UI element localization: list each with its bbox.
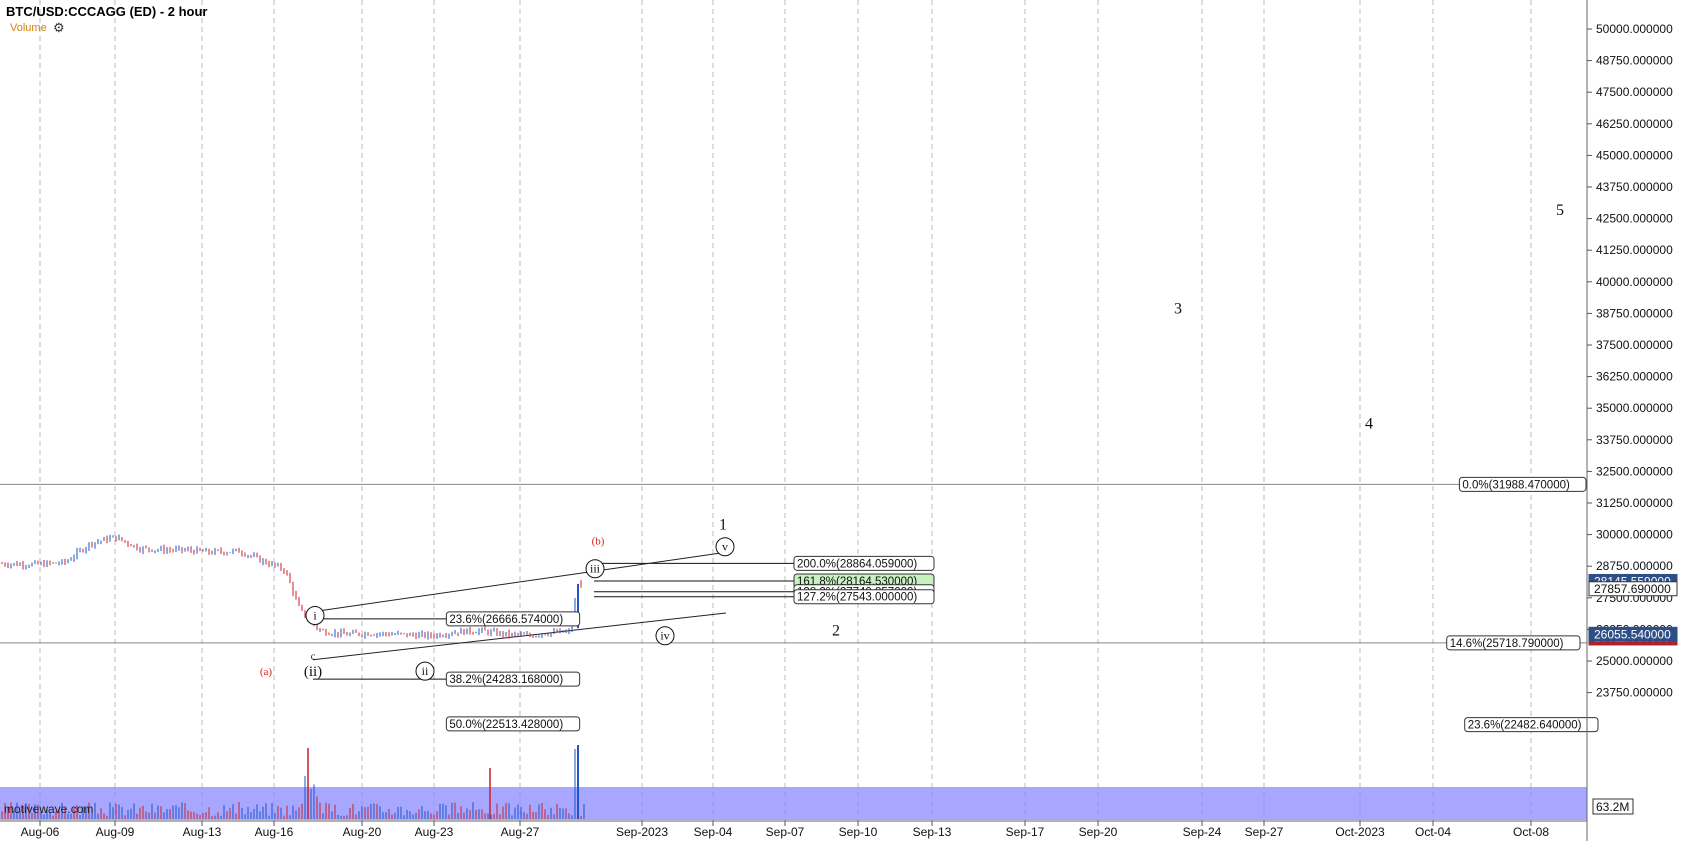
wave-label: 3 [1174, 300, 1182, 317]
wave-label: 4 [1365, 415, 1373, 432]
volume-band [0, 787, 1587, 820]
fib-label-box [793, 555, 935, 571]
wave-label: 5 [1556, 202, 1564, 219]
x-tick-label: Oct-08 [1513, 825, 1549, 839]
x-tick-label: Sep-04 [694, 825, 733, 839]
y-tick-label: 33750.000000 [1596, 433, 1673, 447]
y-axis: 50000.000000 48750.000000 47500.000000 4625… [1586, 0, 1673, 841]
y-tick-label: 46250.000000 [1596, 117, 1673, 131]
fib-label: 50.0%(22513.428000) [449, 719, 563, 731]
chart-grid [39, 0, 1532, 821]
fib-label: 38.2%(24283.168000) [449, 674, 563, 686]
price-tags: 28145.55900027857.69000025911.5300002605… [1588, 573, 1678, 815]
wave-circle [305, 605, 325, 625]
y-tick-label: 25000.000000 [1596, 654, 1673, 668]
fib-label-box [445, 671, 581, 687]
y-tick-label: 42500.000000 [1596, 212, 1673, 226]
x-tick-label: Sep-07 [766, 825, 805, 839]
x-tick-label: Sep-10 [839, 825, 878, 839]
y-tick-label: 45000.000000 [1596, 148, 1673, 162]
y-tick-label: 40000.000000 [1596, 275, 1673, 289]
fib-label: 200.0%(28864.059000) [797, 558, 917, 570]
wave-circle [415, 661, 435, 681]
wave-label-circled: iv [660, 629, 669, 643]
x-tick-label: Aug-06 [21, 825, 60, 839]
wave-circle [655, 626, 675, 646]
wave-label-circled: ii [422, 664, 429, 678]
y-tick-label: 38750.000000 [1596, 306, 1673, 320]
wave-label-red: (a) [260, 666, 273, 678]
price-tag-box [1588, 626, 1678, 642]
fib-label-box [445, 716, 581, 732]
wave-label: c [311, 652, 316, 663]
y-tick-label: 41250.000000 [1596, 243, 1673, 257]
y-tick-label: 50000.000000 [1596, 22, 1673, 36]
gear-icon[interactable]: ⚙ [53, 20, 65, 35]
wave-label-circled: i [313, 608, 317, 622]
fib-label-box [1458, 476, 1587, 492]
x-tick-label: Aug-16 [255, 825, 294, 839]
volume-tag-label: 63.2M [1596, 800, 1629, 814]
x-tick-label: Sep-24 [1183, 825, 1222, 839]
y-tick-label: 43750.000000 [1596, 180, 1673, 194]
fib-label: 0.0%(31988.470000) [1462, 479, 1570, 491]
y-tick-label: 31250.000000 [1596, 496, 1673, 510]
y-tick-label: 23750.000000 [1596, 686, 1673, 700]
x-tick-label: Sep-2023 [616, 825, 668, 839]
fib-label: 127.2%(27543.000000) [797, 592, 917, 604]
y-tick-label: 28750.000000 [1596, 559, 1673, 573]
x-tick-label: Sep-20 [1079, 825, 1118, 839]
x-tick-label: Oct-04 [1415, 825, 1451, 839]
lower-channel-line [312, 612, 727, 661]
wave-channel-lines [312, 551, 727, 661]
wave-label-paren: (ii) [304, 664, 322, 680]
x-tick-label: Sep-27 [1245, 825, 1284, 839]
y-tick-label: 35000.000000 [1596, 401, 1673, 415]
volume-tag-box [1592, 798, 1634, 815]
x-tick-label: Aug-27 [501, 825, 540, 839]
wave-label-circled: v [722, 540, 728, 554]
y-tick-label: 30000.000000 [1596, 528, 1673, 542]
price-tag-label: 27857.690000 [1594, 582, 1671, 596]
x-tick-label: Aug-23 [415, 825, 454, 839]
x-axis: Aug-06 Aug-09 Aug-13 Aug-16 Aug-20 Aug-23 Aug-… [0, 820, 1587, 839]
price-tag-box [1588, 581, 1678, 597]
wave-circle [715, 537, 735, 557]
fib-label-box [793, 589, 935, 605]
x-tick-label: Aug-09 [96, 825, 135, 839]
fib-label-box [1446, 635, 1581, 651]
wave-circle [585, 559, 605, 579]
y-tick-label: 47500.000000 [1596, 85, 1673, 99]
y-tick-label: 32500.000000 [1596, 464, 1673, 478]
fib-labels: 0.0%(31988.470000) 14.6%(25718.790000) 23.… [445, 476, 1599, 733]
fib-label-box [445, 611, 581, 627]
fib-label: 23.6%(26666.574000) [449, 614, 563, 626]
x-tick-label: Sep-13 [913, 825, 952, 839]
x-tick-label: Aug-13 [183, 825, 222, 839]
volume-indicator-label[interactable]: Volume [10, 22, 47, 34]
y-tick-label: 36250.000000 [1596, 370, 1673, 384]
y-tick-label: 48750.000000 [1596, 54, 1673, 68]
wave-label: 2 [832, 623, 840, 640]
y-tick-label: 37500.000000 [1596, 338, 1673, 352]
upper-channel-line [312, 551, 727, 613]
price-tag-label: 26055.540000 [1594, 627, 1671, 641]
x-tick-label: Sep-17 [1006, 825, 1045, 839]
x-tick-label: Aug-20 [343, 825, 382, 839]
chart-title: BTC/USD:CCCAGG (ED) - 2 hour [6, 4, 208, 19]
volume-bars [1, 745, 585, 819]
wave-label-circled: iii [590, 562, 601, 576]
watermark: motivewave.com [4, 802, 94, 816]
wave-label-red: (b) [592, 536, 605, 548]
wave-label: 1 [719, 517, 727, 534]
fib-label: 14.6%(25718.790000) [1450, 638, 1564, 650]
fib-label-box [1464, 717, 1599, 733]
fib-label: 23.6%(22482.640000) [1468, 720, 1582, 732]
x-tick-label: Oct-2023 [1335, 825, 1385, 839]
